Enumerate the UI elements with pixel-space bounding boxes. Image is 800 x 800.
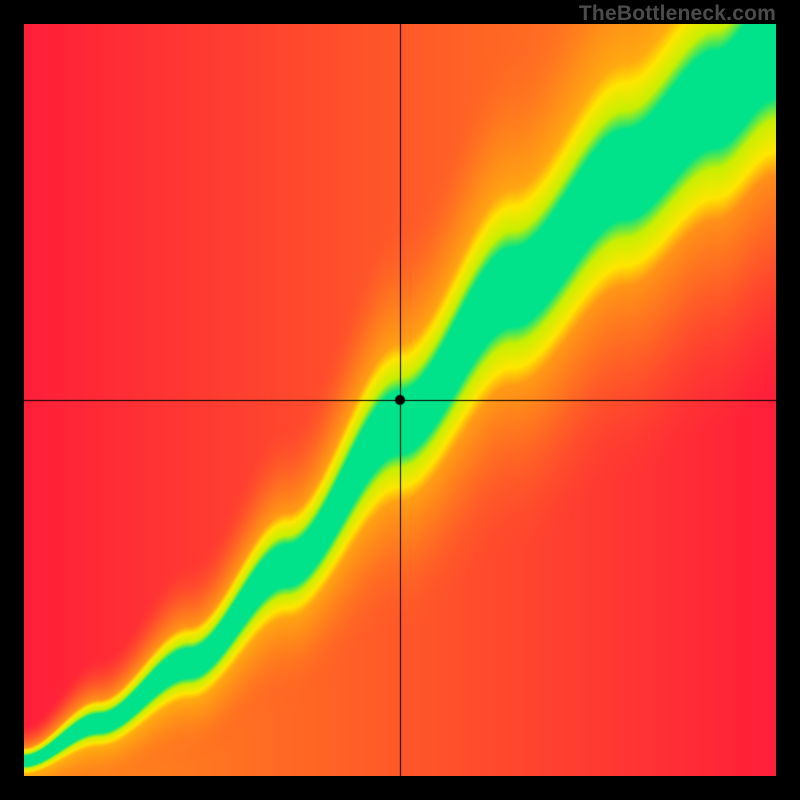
bottleneck-heatmap xyxy=(24,24,776,776)
watermark-text: TheBottleneck.com xyxy=(579,2,776,26)
chart-frame: TheBottleneck.com xyxy=(0,0,800,800)
